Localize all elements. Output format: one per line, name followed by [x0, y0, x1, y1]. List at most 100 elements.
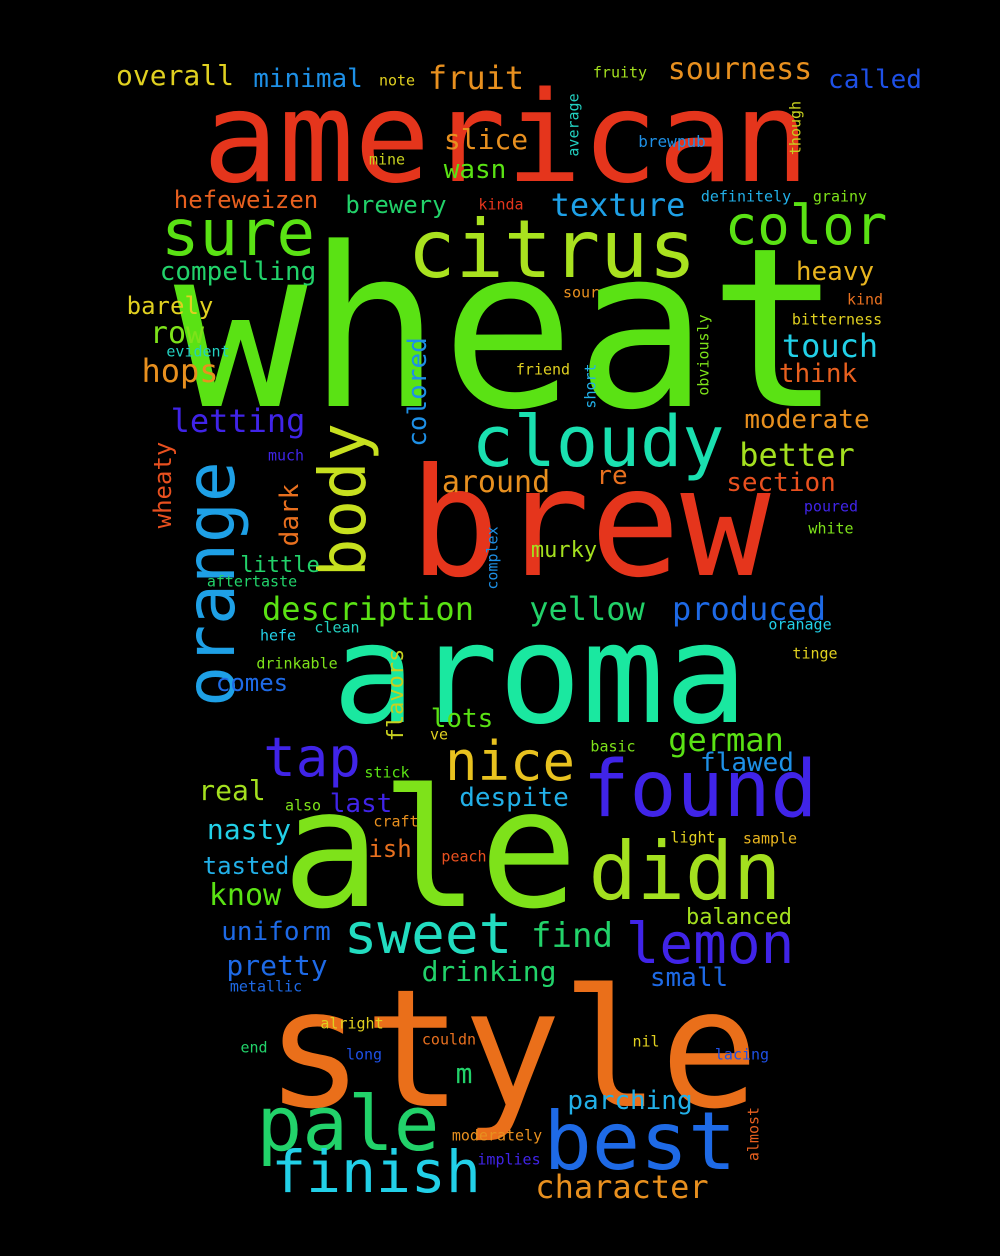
word-cloudy: cloudy [471, 401, 725, 483]
word-wheaty: wheaty [149, 441, 177, 529]
word-color: color [724, 194, 888, 257]
word-row: row [149, 316, 205, 351]
word-sure: sure [160, 197, 316, 271]
word-average: average [564, 93, 583, 157]
word-poured: poured [803, 497, 859, 516]
word-flawed: flawed [700, 748, 794, 778]
word-best: best [543, 1095, 737, 1188]
word-though: though [786, 100, 805, 156]
word-fruity: fruity [592, 63, 648, 82]
word-murky: murky [530, 538, 598, 563]
word-couldn: couldn [421, 1030, 477, 1049]
word-uniform: uniform [221, 917, 331, 947]
word-lots: lots [430, 704, 494, 734]
word-real: real [198, 774, 266, 807]
word-texture: texture [550, 186, 686, 224]
word-ish: ish [368, 835, 412, 863]
word-hops: hops [141, 352, 219, 390]
word-touch: touch [781, 327, 879, 365]
word-complex: complex [483, 526, 502, 590]
word-clean: clean [314, 618, 360, 637]
word-heavy: heavy [795, 257, 875, 287]
word-lemon: lemon [625, 912, 795, 977]
word-alright: alright [320, 1014, 384, 1033]
word-tinge: tinge [792, 644, 838, 663]
word-hefe: hefe [259, 626, 297, 645]
word-ve: ve [429, 725, 449, 744]
word-moderately: moderately [451, 1126, 543, 1145]
word-mine: mine [368, 150, 406, 169]
word-m: m [455, 1057, 473, 1090]
word-bitterness: bitterness [791, 310, 883, 329]
word-letting: letting [170, 402, 306, 440]
word-friend: friend [515, 360, 571, 379]
word-basic: basic [590, 737, 636, 756]
word-nice: nice [444, 730, 576, 793]
word-found: found [582, 745, 818, 835]
word-tasted: tasted [202, 852, 290, 880]
word-colored: colored [403, 337, 433, 447]
word-comes: comes [215, 669, 289, 697]
word-white: white [808, 519, 854, 538]
word-last: last [329, 789, 393, 819]
word-fruit: fruit [427, 59, 525, 97]
word-sour: sour [562, 283, 600, 302]
word-small: small [649, 963, 729, 993]
word-nil: nil [632, 1032, 660, 1051]
word-despite: despite [459, 783, 569, 813]
word-almost: almost [744, 1106, 763, 1162]
word-description: description [262, 590, 474, 628]
word-oranage: oranage [768, 615, 832, 634]
word-re: re [596, 461, 628, 491]
word-little: little [240, 553, 320, 578]
word-finish: finish [271, 1138, 481, 1206]
word-kinda: kinda [478, 195, 524, 214]
word-style: style [265, 954, 759, 1145]
word-pale: pale [256, 1079, 440, 1168]
word-body: body [307, 422, 381, 578]
word-pretty: pretty [226, 949, 328, 982]
word-grainy: grainy [812, 187, 868, 206]
word-aroma: aroma [332, 594, 748, 755]
word-dark: dark [275, 483, 305, 547]
word-lacing: lacing [714, 1045, 770, 1064]
word-metallic: metallic [229, 977, 303, 996]
word-moderate: moderate [744, 405, 870, 435]
word-brewpub: brewpub [638, 132, 706, 151]
word-balanced: balanced [686, 905, 792, 930]
word-wheat: wheat [173, 201, 843, 459]
word-parching: parching [567, 1086, 693, 1116]
word-definitely: definitely [700, 187, 792, 206]
word-think: think [778, 359, 858, 389]
word-produced: produced [671, 590, 827, 628]
word-section: section [726, 468, 836, 498]
word-slice: slice [443, 123, 529, 156]
word-sourness: sourness [667, 52, 813, 87]
word-end: end [240, 1038, 268, 1057]
word-stick: stick [364, 763, 410, 782]
word-german: german [668, 721, 784, 759]
word-long: long [345, 1045, 383, 1064]
word-better: better [739, 436, 855, 474]
word-called: called [828, 65, 922, 95]
word-much: much [267, 446, 305, 465]
word-light: light [670, 828, 716, 847]
word-overall: overall [115, 59, 235, 92]
word-american: american [202, 64, 810, 211]
word-tap: tap [263, 726, 361, 789]
word-aftertaste: aftertaste [206, 572, 298, 591]
word-obviously: obviously [694, 314, 713, 396]
word-craft: craft [373, 812, 419, 831]
word-yellow: yellow [529, 590, 645, 628]
word-brew: brew [409, 437, 771, 611]
word-around: around [441, 465, 551, 500]
word-citrus: citrus [407, 203, 697, 296]
word-ale: ale [281, 754, 579, 945]
word-wasn: wasn [443, 155, 507, 185]
word-short: short [581, 363, 600, 409]
word-evident: evident [166, 342, 230, 361]
word-drinkable: drinkable [256, 654, 338, 673]
word-nasty: nasty [206, 813, 292, 846]
word-also: also [284, 796, 322, 815]
